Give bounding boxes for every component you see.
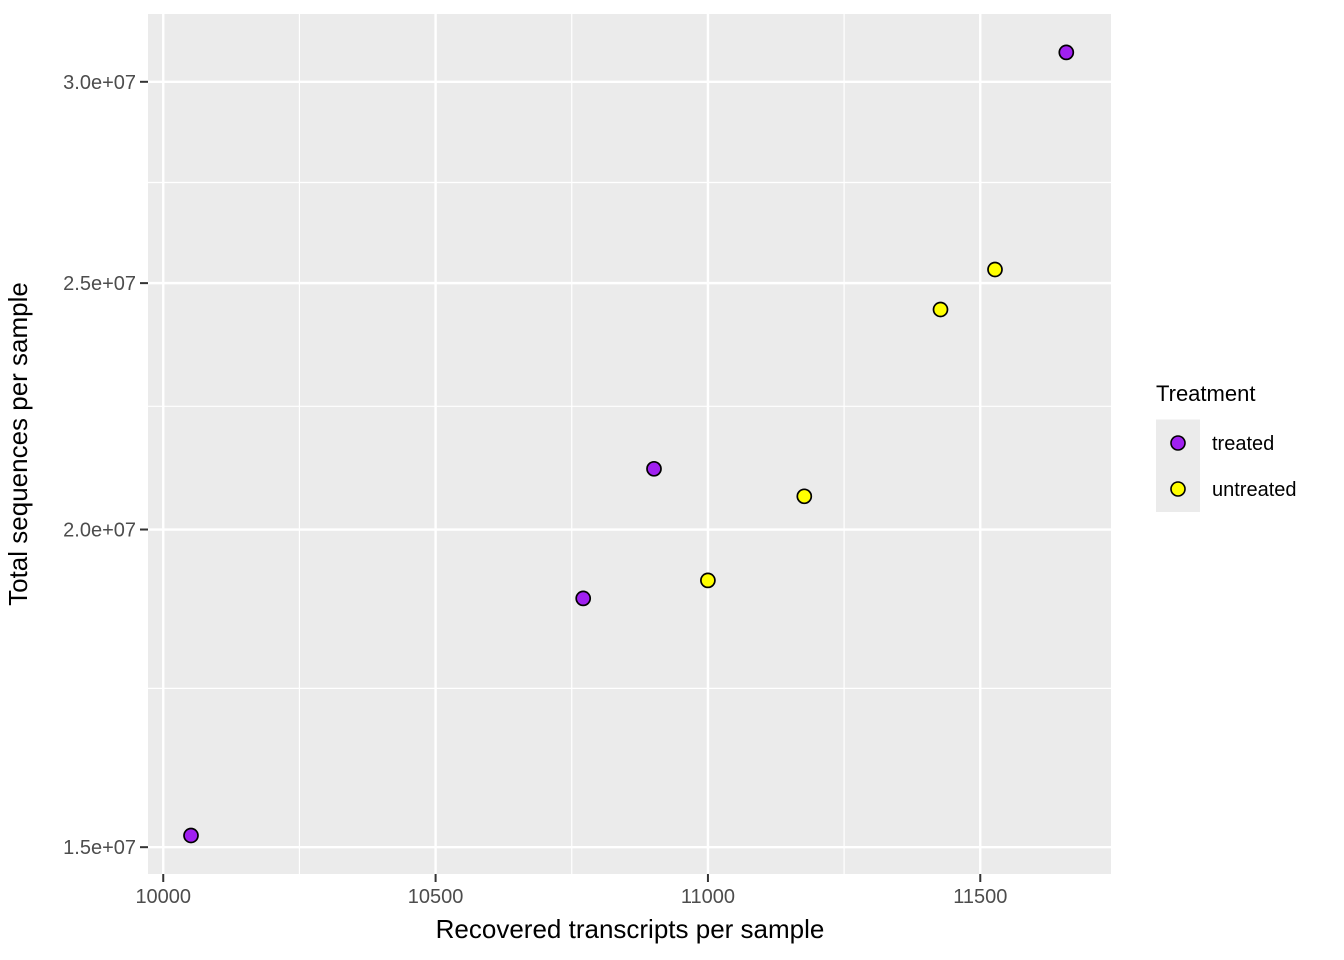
x-tick-label: 10000 — [135, 886, 191, 908]
y-axis-title: Total sequences per sample — [3, 282, 33, 606]
legend: Treatment treated untreated — [1156, 381, 1297, 512]
legend-swatch-untreated-icon — [1170, 481, 1186, 497]
x-tick-label: 11500 — [953, 886, 1007, 908]
data-point-treated — [183, 827, 199, 844]
data-point-treated — [575, 590, 592, 607]
data-points — [183, 44, 1075, 844]
data-point-untreated — [987, 261, 1003, 278]
data-point-untreated — [700, 572, 716, 589]
legend-label-treated: treated — [1212, 433, 1274, 455]
y-tick-label: 2.0e+07 — [63, 520, 136, 542]
axis-tick-labels: 10000 10500 11000 11500 1.5e+07 2.0e+07 2.5e+0… — [63, 72, 1007, 908]
data-point-untreated — [796, 488, 813, 505]
x-axis-title: Recovered transcripts per sample — [436, 914, 825, 944]
major-gridlines — [148, 14, 1111, 874]
legend-title: Treatment — [1156, 381, 1255, 406]
y-tick-label: 2.5e+07 — [63, 273, 136, 295]
legend-label-untreated: untreated — [1212, 479, 1297, 501]
data-point-treated — [646, 460, 662, 477]
y-tick-label: 1.5e+07 — [63, 837, 136, 859]
x-tick-label: 10500 — [408, 886, 464, 908]
plot-panel — [148, 14, 1111, 874]
data-point-untreated — [932, 301, 949, 318]
minor-gridlines — [148, 14, 1111, 874]
data-point-treated — [1058, 44, 1075, 61]
x-tick-label: 11000 — [681, 886, 735, 908]
y-tick-label: 3.0e+07 — [63, 72, 136, 94]
legend-swatch-treated-icon — [1170, 435, 1186, 451]
axis-tick-marks — [140, 80, 982, 882]
